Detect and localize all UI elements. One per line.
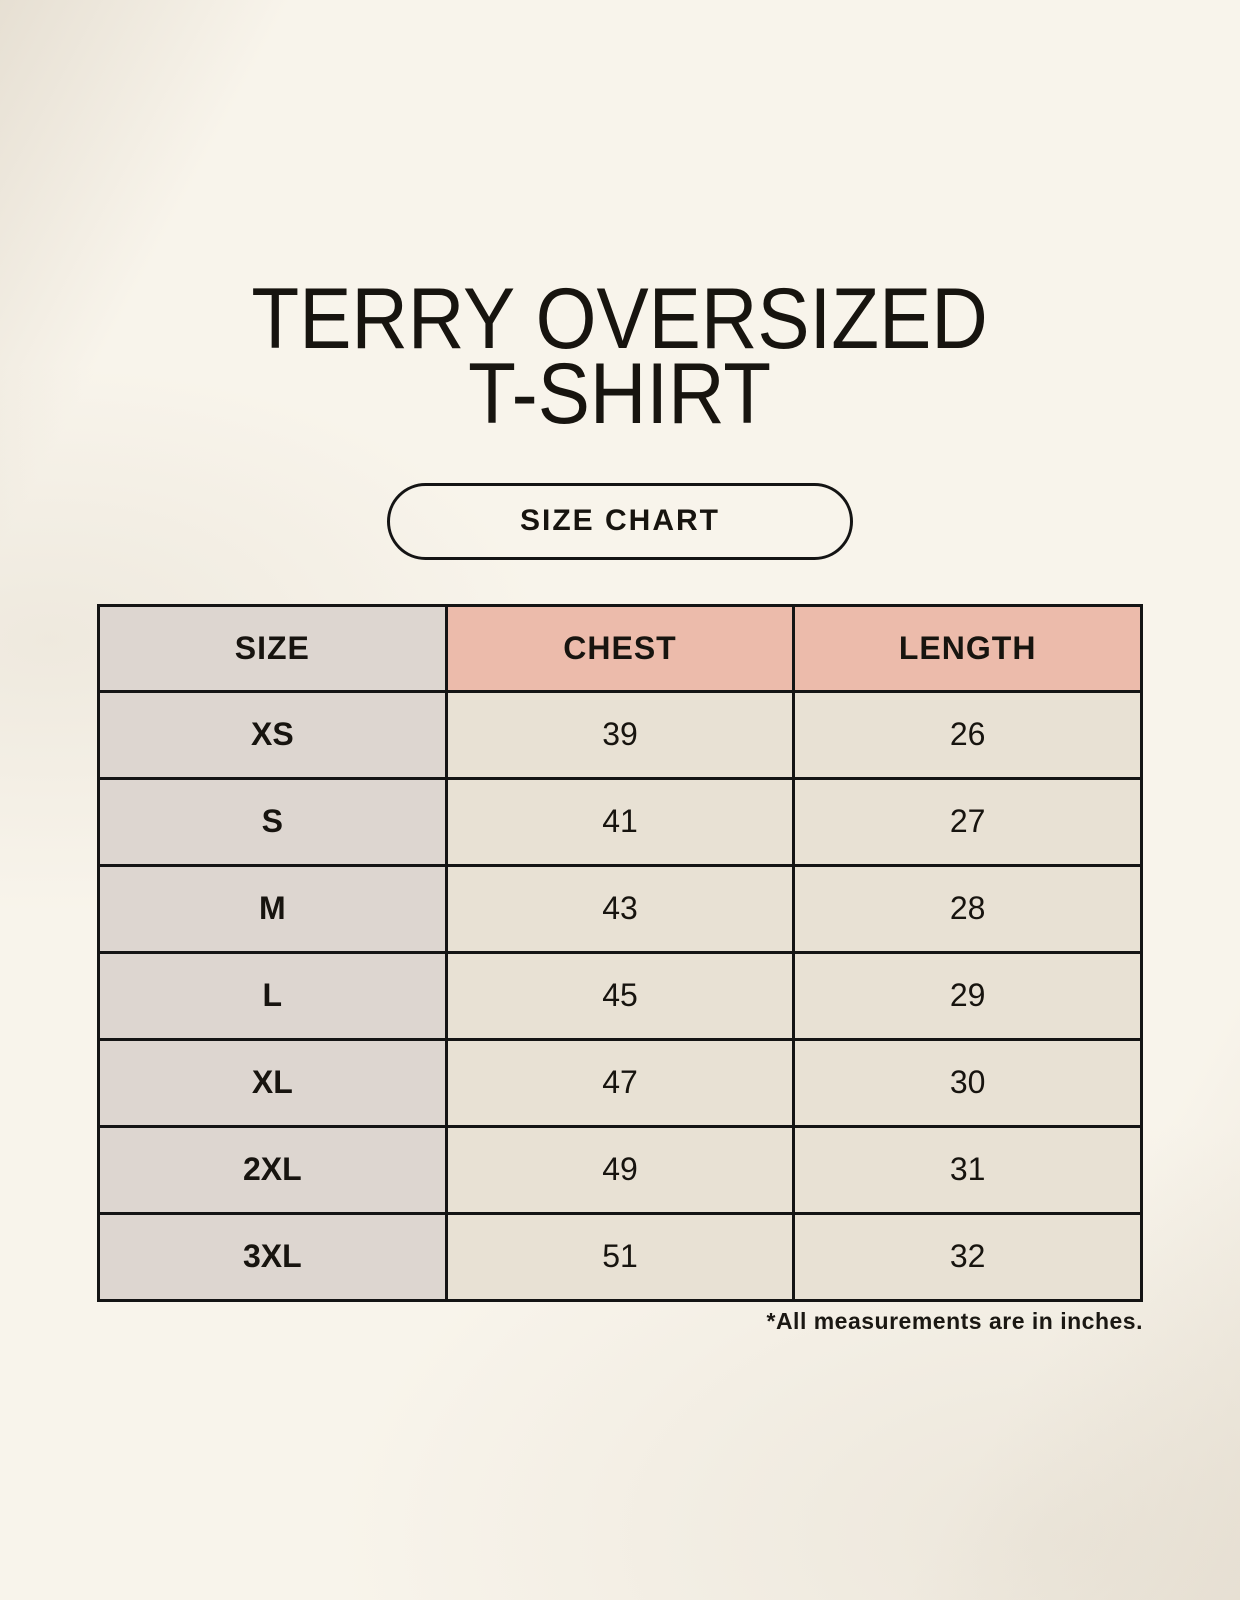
size-cell: 3XL [97,1211,448,1302]
header-row: SIZE CHEST LENGTH [97,603,1143,693]
product-title-line-2: T-SHIRT [468,346,772,443]
table-row-xs: XS 39 26 [97,689,1143,780]
size-cell: 2XL [97,1124,448,1215]
size-chart-badge-label: SIZE CHART [520,504,720,537]
size-table-body: XS 39 26 S 41 27 M 43 28 L 45 29 XL 47 [97,689,1143,1302]
length-cell: 30 [792,1037,1143,1128]
table-row-3xl: 3XL 51 32 [97,1211,1143,1302]
length-cell: 28 [792,863,1143,954]
column-header-length: LENGTH [792,603,1143,693]
table-row-s: S 41 27 [97,776,1143,867]
footnote-container: *All measurements are in inches. [97,1308,1143,1335]
chest-cell: 51 [444,1211,796,1302]
chest-cell: 47 [444,1037,796,1128]
length-cell: 32 [792,1211,1143,1302]
table-row-l: L 45 29 [97,950,1143,1041]
chest-cell: 39 [444,689,796,780]
table-row-xl: XL 47 30 [97,1037,1143,1128]
product-title-line-1: TERRY OVERSIZED [251,271,989,367]
size-cell: S [97,776,448,867]
size-cell: M [97,863,448,954]
length-cell: 27 [792,776,1143,867]
column-header-chest: CHEST [444,603,796,693]
chest-cell: 49 [444,1124,796,1215]
column-header-size: SIZE [97,603,448,693]
length-cell: 29 [792,950,1143,1041]
size-table-header: SIZE CHEST LENGTH [97,603,1143,693]
measurements-footnote: *All measurements are in inches. [766,1307,1143,1334]
length-cell: 26 [792,689,1143,780]
size-cell: XL [97,1037,448,1128]
chest-cell: 43 [444,863,796,954]
size-chart-badge[interactable]: SIZE CHART [387,482,853,560]
size-cell: L [97,950,448,1041]
size-cell: XS [97,689,448,780]
length-cell: 31 [792,1124,1143,1215]
chest-cell: 41 [444,776,796,867]
size-table: SIZE CHEST LENGTH XS 39 26 S 41 27 M 43 … [97,603,1143,1302]
table-row-m: M 43 28 [97,863,1143,954]
product-title: TERRY OVERSIZED T-SHIRT [251,271,989,443]
table-row-2xl: 2XL 49 31 [97,1124,1143,1215]
chest-cell: 45 [444,950,796,1041]
